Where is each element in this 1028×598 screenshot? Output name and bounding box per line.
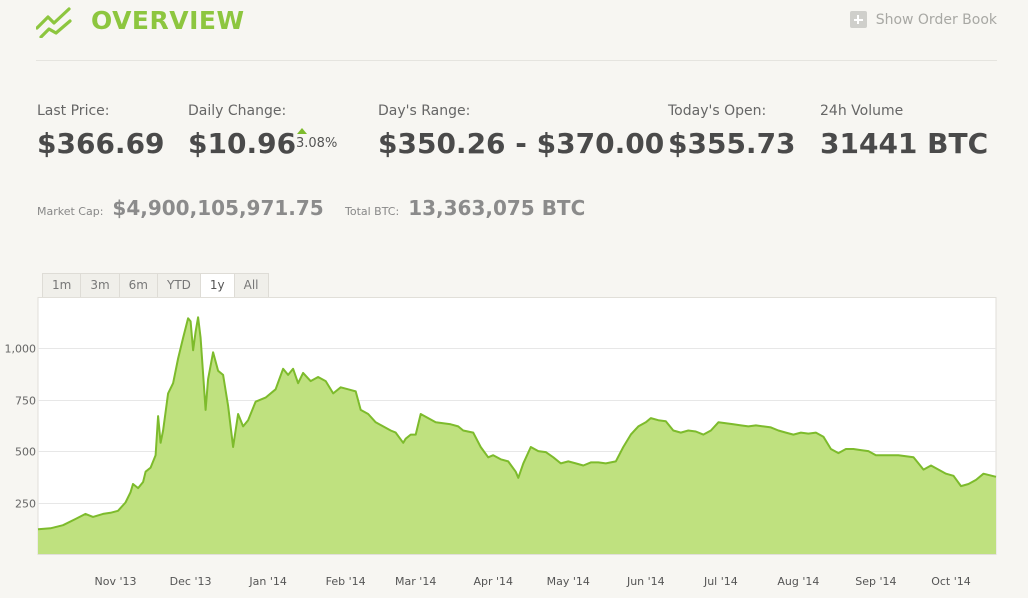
last-price-stat: Last Price: $366.69 (37, 103, 165, 160)
x-tick-label: Dec '13 (170, 575, 212, 588)
y-tick-label: 750 (15, 395, 36, 408)
page-title: OVERVIEW (91, 6, 245, 35)
y-tick-label: 1,000 (5, 343, 37, 356)
tab-1m[interactable]: 1m (42, 273, 82, 298)
volume-24h-stat: 24h Volume 31441 BTC (820, 103, 988, 160)
todays-open-value: $355.73 (668, 127, 796, 160)
days-range-stat: Day's Range: $350.26 - $370.00 (378, 103, 664, 160)
total-btc-stat: Total BTC: 13,363,075 BTC (345, 196, 585, 220)
tab-all[interactable]: All (234, 273, 269, 298)
x-tick-label: May '14 (547, 575, 590, 588)
daily-change-percent: 3.08% (296, 128, 337, 151)
x-tick-label: Aug '14 (777, 575, 819, 588)
days-range-label: Day's Range: (378, 103, 471, 119)
overview-header: OVERVIEW Show Order Book (36, 0, 997, 61)
up-arrow-icon (297, 128, 307, 134)
x-tick-label: Mar '14 (395, 575, 436, 588)
y-tick-label: 500 (15, 446, 36, 459)
price-area (38, 317, 996, 554)
todays-open-label: Today's Open: (668, 103, 767, 119)
x-tick-label: Nov '13 (95, 575, 137, 588)
last-price-label: Last Price: (37, 103, 110, 119)
range-tabs: 1m 3m 6m YTD 1y All (42, 273, 269, 298)
tab-6m[interactable]: 6m (119, 273, 158, 298)
daily-change-label: Daily Change: (188, 103, 287, 119)
market-cap-value: $4,900,105,971.75 (112, 196, 324, 220)
total-btc-label: Total BTC: (345, 205, 400, 218)
daily-change-percent-value: 3.08% (296, 136, 338, 151)
daily-change-value: $10.96 (188, 127, 297, 160)
x-tick-label: Apr '14 (473, 575, 513, 588)
days-range-value: $350.26 - $370.00 (378, 127, 665, 160)
plus-icon (849, 11, 867, 28)
market-cap-stat: Market Cap: $4,900,105,971.75 (37, 196, 324, 220)
x-tick-label: Oct '14 (931, 575, 971, 588)
x-tick-label: Feb '14 (326, 575, 366, 588)
show-order-book-button[interactable]: Show Order Book (849, 11, 997, 28)
daily-change-stat: Daily Change: $10.96 3.08% (188, 103, 363, 160)
market-cap-label: Market Cap: (37, 205, 104, 218)
tab-3m[interactable]: 3m (81, 273, 120, 298)
volume-24h-value: 31441 BTC (820, 127, 989, 160)
x-tick-label: Jul '14 (703, 575, 738, 588)
todays-open-stat: Today's Open: $355.73 (668, 103, 796, 160)
show-order-book-label: Show Order Book (875, 11, 997, 28)
price-line (37, 316, 997, 531)
tab-ytd[interactable]: YTD (157, 273, 201, 298)
trend-chart-icon (36, 7, 72, 38)
y-tick-label: 250 (15, 498, 36, 511)
x-tick-label: Jan '14 (248, 575, 286, 588)
volume-24h-label: 24h Volume (820, 103, 904, 119)
last-price-value: $366.69 (37, 127, 165, 160)
x-tick-label: Sep '14 (855, 575, 896, 588)
price-chart[interactable]: 250 500 750 1,000 Nov '13 Dec '13 Jan '14 Feb '… (0, 297, 1028, 598)
x-tick-label: Jun '14 (626, 575, 665, 588)
tab-1y[interactable]: 1y (200, 273, 235, 298)
total-btc-value: 13,363,075 BTC (408, 196, 586, 220)
